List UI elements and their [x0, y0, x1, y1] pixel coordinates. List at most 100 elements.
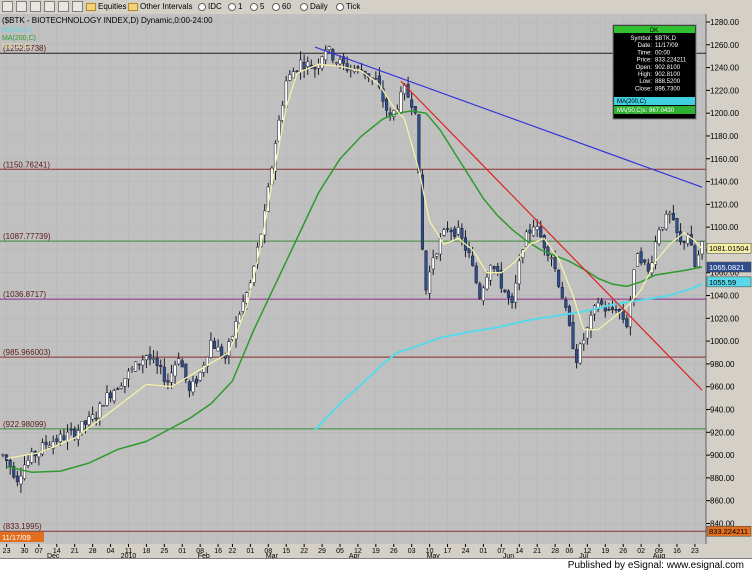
- price-tick-label: 1060.00: [710, 269, 739, 278]
- candle-body: [230, 336, 234, 340]
- candle-body: [453, 228, 457, 237]
- interval-5[interactable]: 5: [250, 2, 264, 12]
- interval-60[interactable]: 60: [272, 2, 291, 12]
- ma10-price-tag-box: [706, 242, 752, 254]
- month-label: Jun: [503, 553, 514, 558]
- date-tick-label: 22: [229, 548, 237, 555]
- date-tick-label: 05: [336, 548, 344, 555]
- candle-body: [492, 266, 496, 270]
- candle-body: [653, 241, 658, 265]
- candle-body: [428, 271, 432, 294]
- candle-body: [238, 314, 242, 324]
- candle-body: [80, 421, 84, 433]
- date-tick-label: 26: [619, 548, 627, 555]
- month-label: Dec: [47, 553, 60, 558]
- candle-body: [277, 119, 281, 142]
- data-window-ma-2: MA(50,C)s: 967.0430: [617, 108, 675, 114]
- interval-tick[interactable]: Tick: [336, 2, 360, 12]
- candle-body: [385, 98, 389, 111]
- price-tick-label: 1180.00: [710, 132, 739, 141]
- date-tick-label: 14: [53, 548, 61, 555]
- ma200-line: [314, 283, 703, 431]
- level-label: (985.966003): [3, 348, 51, 357]
- candle-body: [689, 234, 693, 246]
- candle-body: [316, 64, 321, 69]
- intervals-menu[interactable]: Other Intervals: [128, 2, 192, 12]
- data-window-label: Symbol:: [630, 36, 652, 42]
- candle-body: [575, 349, 579, 363]
- equities-menu[interactable]: Equities: [86, 2, 126, 12]
- candle-body: [532, 226, 536, 237]
- candle-body: [91, 414, 95, 420]
- chart-icon[interactable]: [16, 1, 27, 12]
- candle-body: [374, 78, 378, 80]
- candle-body: [141, 359, 145, 366]
- candle-body: [137, 363, 141, 366]
- price-tick-label: 1040.00: [710, 292, 739, 301]
- data-window-value: 00:00: [655, 50, 671, 56]
- date-tick-label: 11: [125, 548, 132, 555]
- candle-body: [481, 287, 485, 302]
- candle-body: [101, 405, 105, 407]
- data-window-ma-1: MA(200,C): [617, 99, 646, 105]
- candle-body: [73, 428, 77, 438]
- menu-icon[interactable]: [72, 1, 83, 12]
- candle-body: [471, 255, 475, 266]
- candle-body: [643, 259, 647, 263]
- equities-label: Equities: [98, 2, 127, 11]
- candle-body: [220, 346, 224, 357]
- add-icon[interactable]: [58, 1, 69, 12]
- radio-icon: [272, 2, 280, 11]
- candle-body: [600, 300, 604, 305]
- radio-icon: [228, 2, 236, 11]
- candle-body: [671, 213, 675, 221]
- date-tick-label: 21: [71, 548, 79, 555]
- candle-body: [564, 299, 568, 308]
- data-window-value: $BTK,D: [655, 36, 677, 42]
- candle-body: [58, 433, 62, 443]
- candle-body: [503, 289, 507, 293]
- candle-body: [22, 464, 27, 480]
- interval-1[interactable]: 1: [228, 2, 242, 12]
- candle-body: [345, 63, 349, 71]
- date-tick-label: 06: [566, 548, 574, 555]
- candle-body: [313, 67, 317, 70]
- date-tick-label: 23: [3, 548, 11, 555]
- month-label: 2010: [121, 553, 137, 558]
- date-tick-label: 12: [354, 548, 362, 555]
- candle-body: [682, 241, 686, 243]
- candle-body: [696, 254, 701, 267]
- candle-body: [413, 106, 417, 114]
- date-tick-label: 09: [655, 548, 663, 555]
- candle-body: [557, 269, 561, 287]
- candle-body: [299, 59, 303, 72]
- price-chart[interactable]: (1252.5738) (1150.76241) (1087.77739) (1036…: [0, 14, 752, 560]
- crosshair-icon[interactable]: [44, 1, 55, 12]
- candle-body: [567, 306, 571, 326]
- candle-body: [664, 214, 668, 230]
- data-window-value: 888.5200: [655, 79, 681, 85]
- candle-body: [119, 385, 123, 389]
- month-label: May: [427, 553, 441, 558]
- data-window-header: DK: [650, 28, 658, 34]
- date-tick-label: 03: [408, 548, 416, 555]
- interval-daily[interactable]: Daily: [300, 2, 328, 12]
- candle-body: [589, 315, 593, 330]
- date-tick-label: 01: [246, 548, 254, 555]
- candle-body: [571, 321, 575, 349]
- level-label: (1087.77739): [3, 232, 51, 241]
- candle-body: [331, 49, 335, 61]
- price-tick-label: 920.00: [710, 428, 735, 437]
- chart-area[interactable]: (1252.5738) (1150.76241) (1087.77739) (1036…: [0, 14, 752, 560]
- tile-icon[interactable]: [30, 1, 41, 12]
- trend-line: [314, 46, 703, 188]
- layout-icon[interactable]: [2, 1, 13, 12]
- candle-body: [295, 70, 299, 73]
- candle-body: [686, 234, 690, 244]
- candle-body: [528, 229, 532, 234]
- idc-option[interactable]: IDC: [198, 2, 222, 12]
- candle-body: [578, 343, 582, 364]
- month-label: Aug: [653, 553, 666, 558]
- candle-body: [105, 392, 109, 406]
